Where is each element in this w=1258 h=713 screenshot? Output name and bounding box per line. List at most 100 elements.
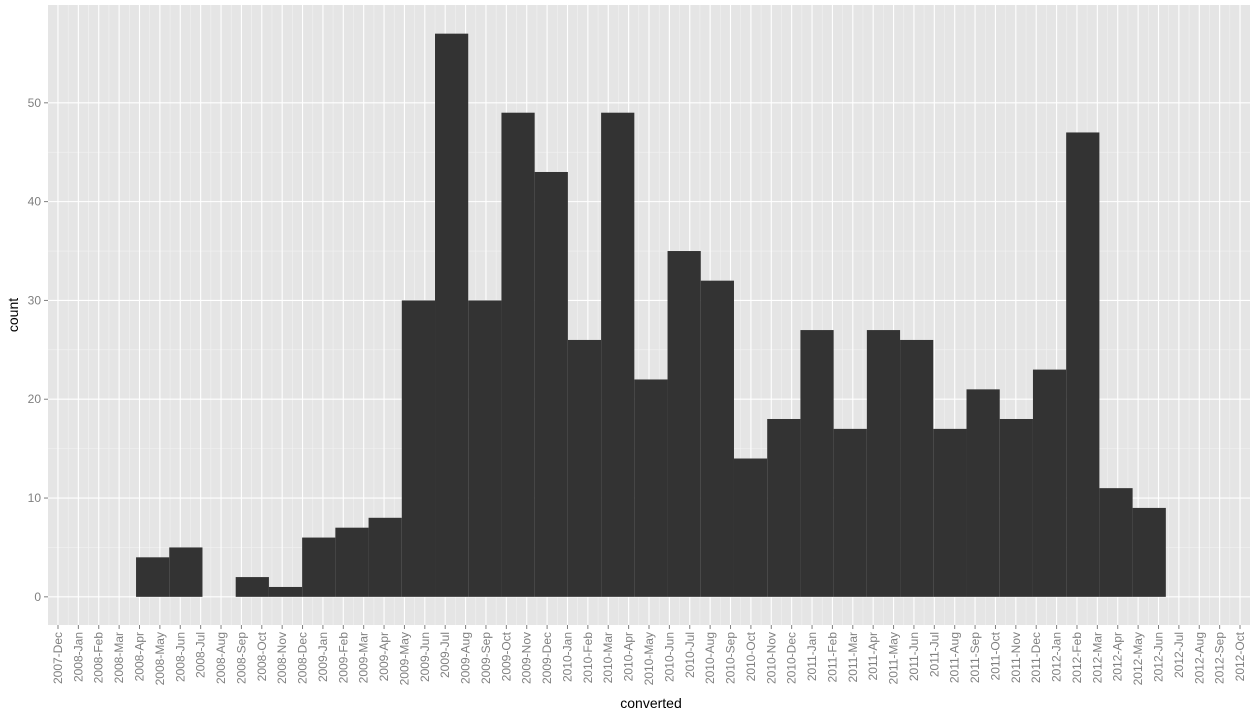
x-tick-label: 2009-Sep	[479, 632, 493, 684]
x-tick-label: 2008-Dec	[296, 632, 310, 684]
x-tick-label: 2009-Jul	[438, 632, 452, 678]
bar	[468, 300, 502, 597]
y-tick-label: 50	[28, 96, 42, 110]
bar	[767, 418, 801, 597]
bar	[136, 557, 170, 597]
bars	[136, 33, 1166, 597]
x-tick-label: 2011-Apr	[866, 632, 880, 680]
x-tick-label: 2011-Dec	[1029, 632, 1043, 683]
x-tick-label: 2008-Feb	[92, 632, 106, 684]
bar	[601, 112, 635, 597]
x-tick-label: 2012-May	[1131, 632, 1145, 685]
x-tick-label: 2012-Apr	[1111, 632, 1125, 681]
x-tick-label: 2012-Jan	[1050, 632, 1064, 682]
grid	[48, 5, 1250, 625]
bar	[866, 330, 901, 597]
y-tick-label: 0	[34, 590, 41, 604]
axes: 0 10 20 30 40 50 2007-Dec 2008-Jan 2008-Feb 2008-…	[28, 96, 1247, 686]
x-axis-title: converted	[620, 695, 681, 711]
x-tick-label: 2009-Mar	[357, 632, 371, 683]
x-tick-label: 2010-May	[642, 632, 656, 685]
x-tick-label: 2008-Apr	[133, 632, 147, 681]
x-tick-label: 2010-Jul	[683, 632, 697, 678]
bar	[235, 577, 269, 597]
x-tick-label: 2011-Jan	[805, 632, 819, 681]
bar	[1099, 488, 1133, 597]
x-tick-label: 2010-Sep	[724, 632, 738, 684]
bar	[1132, 507, 1166, 597]
x-tick-label: 2008-Jan	[71, 632, 85, 682]
x-tick-label: 2012-Mar	[1090, 632, 1104, 683]
x-tick-label: 2012-Sep	[1213, 632, 1227, 684]
x-tick-label: 2010-Nov	[764, 632, 778, 684]
x-tick-label: 2009-Feb	[336, 632, 350, 684]
bar	[634, 379, 668, 597]
x-tick-label: 2011-Aug	[948, 632, 962, 683]
x-tick-label: 2009-Oct	[499, 631, 513, 681]
x-tick-label: 2007-Dec	[51, 632, 65, 684]
bar	[268, 586, 303, 597]
x-tick-label: 2008-Jul	[194, 632, 208, 678]
bar	[700, 280, 734, 597]
x-tick-label: 2010-Dec	[785, 632, 799, 684]
y-axis-title: count	[5, 298, 21, 332]
x-tick-label: 2010-Jan	[560, 632, 574, 682]
bar	[302, 537, 336, 597]
x-tick-label: 2012-Feb	[1070, 632, 1084, 684]
bar	[567, 339, 602, 597]
bar	[1032, 369, 1067, 597]
x-tick-label: 2010-Jun	[662, 632, 676, 682]
x-tick-label: 2010-Aug	[703, 632, 717, 684]
bar	[401, 300, 436, 597]
x-tick-label: 2008-May	[153, 632, 167, 685]
x-tick-label: 2008-Nov	[275, 632, 289, 684]
y-tick-label: 30	[28, 293, 42, 307]
bar	[1066, 132, 1100, 597]
x-tick-label: 2010-Oct	[744, 631, 758, 681]
bar	[501, 112, 535, 597]
bar	[800, 330, 834, 597]
bar	[368, 517, 402, 597]
x-tick-label: 2009-Jun	[418, 632, 432, 682]
x-tick-label: 2009-Aug	[459, 632, 473, 684]
x-tick-label: 2009-Nov	[520, 632, 534, 684]
y-tick-label: 40	[28, 195, 42, 209]
x-tick-label: 2008-Sep	[234, 632, 248, 684]
bar	[933, 428, 967, 597]
x-tick-label: 2008-Oct	[255, 631, 269, 681]
y-tick-label: 10	[28, 491, 42, 505]
x-tick-label: 2009-May	[397, 632, 411, 685]
x-tick-label: 2011-Nov	[1009, 632, 1023, 683]
x-tick-label: 2011-Oct	[988, 631, 1002, 680]
bar	[435, 33, 469, 597]
x-tick-label: 2012-Aug	[1192, 632, 1206, 684]
x-tick-label: 2010-Mar	[601, 632, 615, 683]
x-tick-label: 2010-Feb	[581, 632, 595, 684]
bar	[833, 428, 867, 597]
x-tick-label: 2009-Apr	[377, 632, 391, 681]
bar	[335, 527, 369, 597]
x-tick-label: 2011-Feb	[825, 632, 839, 683]
x-tick-label: 2009-Dec	[540, 632, 554, 684]
bar	[900, 339, 934, 597]
x-tick-label: 2012-Oct	[1233, 631, 1247, 681]
bar	[169, 547, 203, 597]
x-tick-label: 2008-Mar	[112, 632, 126, 683]
x-tick-label: 2012-Jul	[1172, 632, 1186, 678]
bar	[999, 418, 1033, 597]
bar	[534, 171, 568, 597]
x-tick-label: 2008-Jun	[173, 632, 187, 682]
x-tick-label: 2011-Jul	[927, 632, 941, 677]
bar	[733, 458, 768, 597]
bar	[667, 251, 701, 597]
x-tick-label: 2012-Jun	[1151, 632, 1165, 682]
x-tick-label: 2008-Aug	[214, 632, 228, 684]
x-tick-label: 2011-Sep	[968, 632, 982, 683]
bar	[966, 389, 1000, 597]
x-tick-label: 2011-May	[887, 632, 901, 684]
y-tick-label: 20	[28, 392, 42, 406]
x-tick-label: 2009-Jan	[316, 632, 330, 682]
x-tick-label: 2010-Apr	[622, 632, 636, 681]
x-tick-label: 2011-Jun	[907, 632, 921, 681]
